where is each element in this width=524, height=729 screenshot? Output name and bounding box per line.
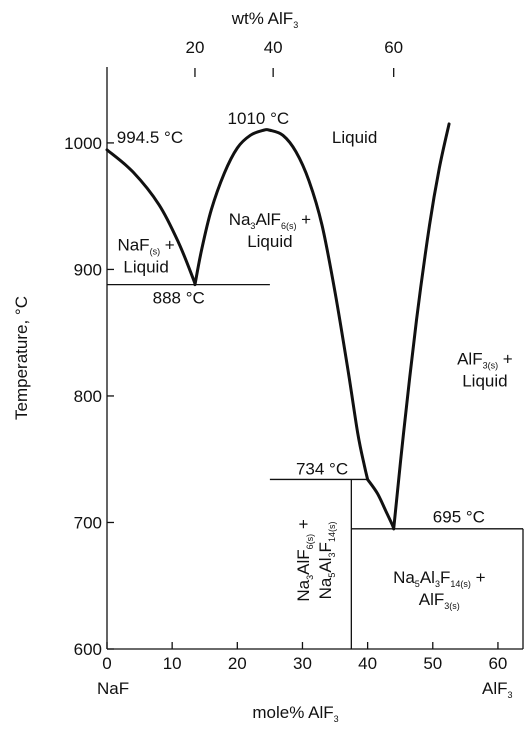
phase-region-line1-3: AlF3(s) +	[457, 349, 513, 370]
phase-region-label-2: Na3AlF6(s) +Liquid	[229, 210, 311, 251]
temperature-annotation-3: 734 °C	[296, 459, 348, 478]
x-tick-label-60: 60	[488, 654, 507, 673]
phase-region-label-4: Na5Al3F14(s) +AlF3(s)	[393, 568, 486, 611]
phase-region-label-1: NaF(s) +Liquid	[117, 235, 174, 276]
phase-region-line2-5: Na5Al3F14(s)	[316, 522, 337, 600]
phase-region-line1-4: Na5Al3F14(s) +	[393, 568, 486, 589]
phase-region-line1-2: Na3AlF6(s) +	[229, 210, 311, 231]
top-tick-label-40: 40	[264, 38, 283, 57]
phase-region-line2-2: Liquid	[247, 232, 292, 251]
top-axis-title: wt% AlF3	[231, 9, 298, 30]
y-tick-label-800: 800	[74, 387, 102, 406]
x-tick-label-40: 40	[358, 654, 377, 673]
phase-region-line2-1: Liquid	[123, 257, 168, 276]
endpoint-label-alf3: AlF3	[482, 679, 513, 700]
x-tick-label-0: 0	[102, 654, 111, 673]
phase-region-label-0: Liquid	[332, 128, 377, 147]
endpoint-label-naf: NaF	[97, 679, 129, 698]
top-tick-label-60: 60	[384, 38, 403, 57]
temperature-annotation-1: 1010 °C	[228, 109, 290, 128]
y-tick-label-700: 700	[74, 513, 102, 532]
liquidus-curve-1	[193, 128, 370, 481]
y-axis-title: Temperature, °C	[12, 296, 31, 420]
temperature-annotation-4: 695 °C	[433, 507, 485, 526]
x-tick-label-20: 20	[228, 654, 247, 673]
phase-region-label-5: Na3AlF6(s) +Na5Al3F14(s)	[294, 519, 337, 601]
top-tick-label-20: 20	[186, 38, 205, 57]
x-tick-label-10: 10	[163, 654, 182, 673]
x-axis-title: mole% AlF3	[252, 703, 338, 724]
temperature-annotation-0: 994.5 °C	[117, 128, 183, 147]
phase-region-line2-4: AlF3(s)	[419, 590, 460, 611]
liquidus-curve-3	[392, 122, 451, 531]
temperature-annotation-2: 888 °C	[153, 289, 205, 308]
x-tick-label-50: 50	[423, 654, 442, 673]
phase-region-line1-1: NaF(s) +	[117, 235, 174, 256]
liquidus-curve-2	[366, 477, 396, 531]
y-tick-label-1000: 1000	[64, 134, 102, 153]
phase-region-line2-3: Liquid	[462, 371, 507, 390]
phase-region-line1-5: Na3AlF6(s) +	[294, 519, 315, 601]
phase-region-line1-0: Liquid	[332, 128, 377, 147]
y-tick-label-600: 600	[74, 640, 102, 659]
y-tick-label-900: 900	[74, 260, 102, 279]
phase-region-label-3: AlF3(s) +Liquid	[457, 349, 513, 390]
x-tick-label-30: 30	[293, 654, 312, 673]
liquidus-curve-0	[105, 148, 197, 287]
